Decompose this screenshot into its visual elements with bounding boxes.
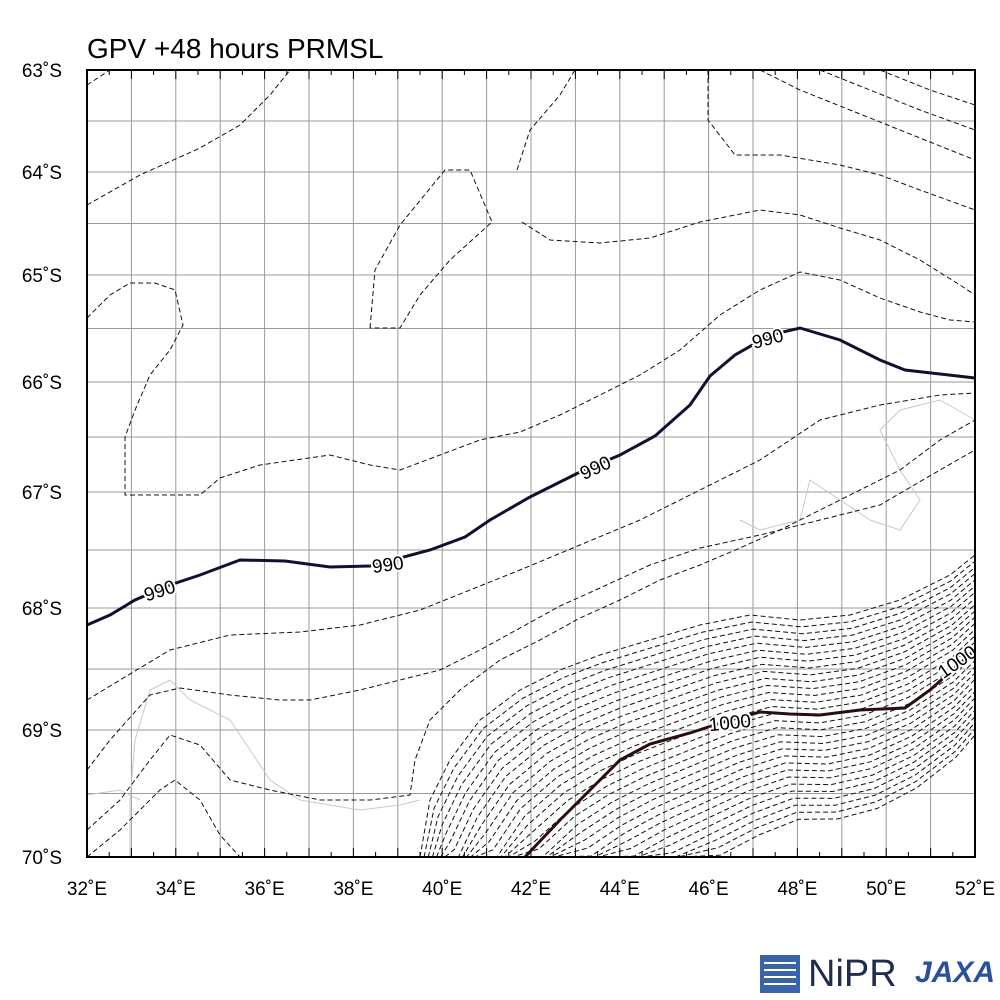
isobar-dashed [502,678,976,858]
contour-label: 990 [750,325,786,353]
lon-label: 48˚E [777,879,817,900]
lat-label: 66˚S [22,373,62,394]
isobar-990 [86,326,976,627]
isobar-dashed [521,209,976,296]
isobar-dashed [453,604,976,858]
isobar-dashed [707,70,976,211]
logos: NiPR JAXA [760,953,995,995]
graticule [86,69,976,858]
nipr-icon [760,955,800,993]
isobar-dashed [86,392,976,701]
lat-label: 63˚S [22,61,62,82]
lat-label: 68˚S [22,599,62,620]
lat-label: 69˚S [22,721,62,742]
contour-label: 990 [577,452,615,484]
lon-label: 50˚E [866,879,906,900]
isobar-dashed [516,69,576,171]
isobar-dashed [523,709,976,858]
lon-label: 34˚E [156,879,196,900]
lat-label: 65˚S [22,266,62,287]
isobar-dashed [431,573,976,858]
lon-label: 32˚E [67,879,107,900]
isobar-dashed [490,660,976,858]
isobar-dashed [369,169,493,329]
nipr-icon-lines [764,962,796,985]
contour-label: 990 [142,577,179,607]
map-frame [86,69,976,858]
map-title: GPV +48 hours PRMSL [87,33,383,64]
isobar-dashed [819,69,976,131]
lon-label: 44˚E [600,879,640,900]
isobar-dashed [469,629,976,858]
lat-label: 70˚S [22,848,62,869]
isobar-dashed [423,560,976,858]
isobar-dashed [477,641,976,858]
isobar-dashed [419,554,976,858]
isobar-dashed [461,616,976,858]
isobar-dashed [86,69,291,206]
isobar-dashed [448,598,976,858]
lon-label: 36˚E [245,879,285,900]
isobar-dashed [540,734,976,858]
isobar-dashed [879,69,976,106]
isobar-dashed [436,579,976,858]
isobar-dashed [86,449,976,771]
isobar-dashed [482,647,976,858]
coast [86,789,141,801]
isobar-dashed [86,419,976,831]
isobar-1000 [523,648,976,859]
lon-label: 52˚E [955,879,995,900]
lon-label: 46˚E [689,879,729,900]
isobar-dashed [444,591,976,858]
jaxa-logo: JAXA [915,956,995,989]
isobar-dashed [535,728,976,858]
lon-label: 38˚E [333,879,373,900]
contour-label: 1000 [708,711,752,736]
lon-label: 40˚E [422,879,462,900]
nipr-logo: NiPR [808,953,897,995]
axis-labels: 63˚S 64˚S 65˚S 66˚S 67˚S 68˚S 69˚S 70˚S32˚E 34˚E… [22,61,995,900]
coast [129,679,421,857]
contour-label: 990 [371,553,405,578]
isobar-dashed [440,585,976,858]
isobar-dashed [759,69,976,161]
isobar-dashed [86,69,111,86]
isobar-dashed [86,271,976,496]
isobar-dashed [427,567,976,858]
isobar-dashed [465,622,976,858]
lat-label: 64˚S [22,163,62,184]
lon-label: 42˚E [511,879,551,900]
isobar-dashed [86,779,241,858]
isobar-dashed [531,722,976,858]
lat-label: 67˚S [22,483,62,504]
